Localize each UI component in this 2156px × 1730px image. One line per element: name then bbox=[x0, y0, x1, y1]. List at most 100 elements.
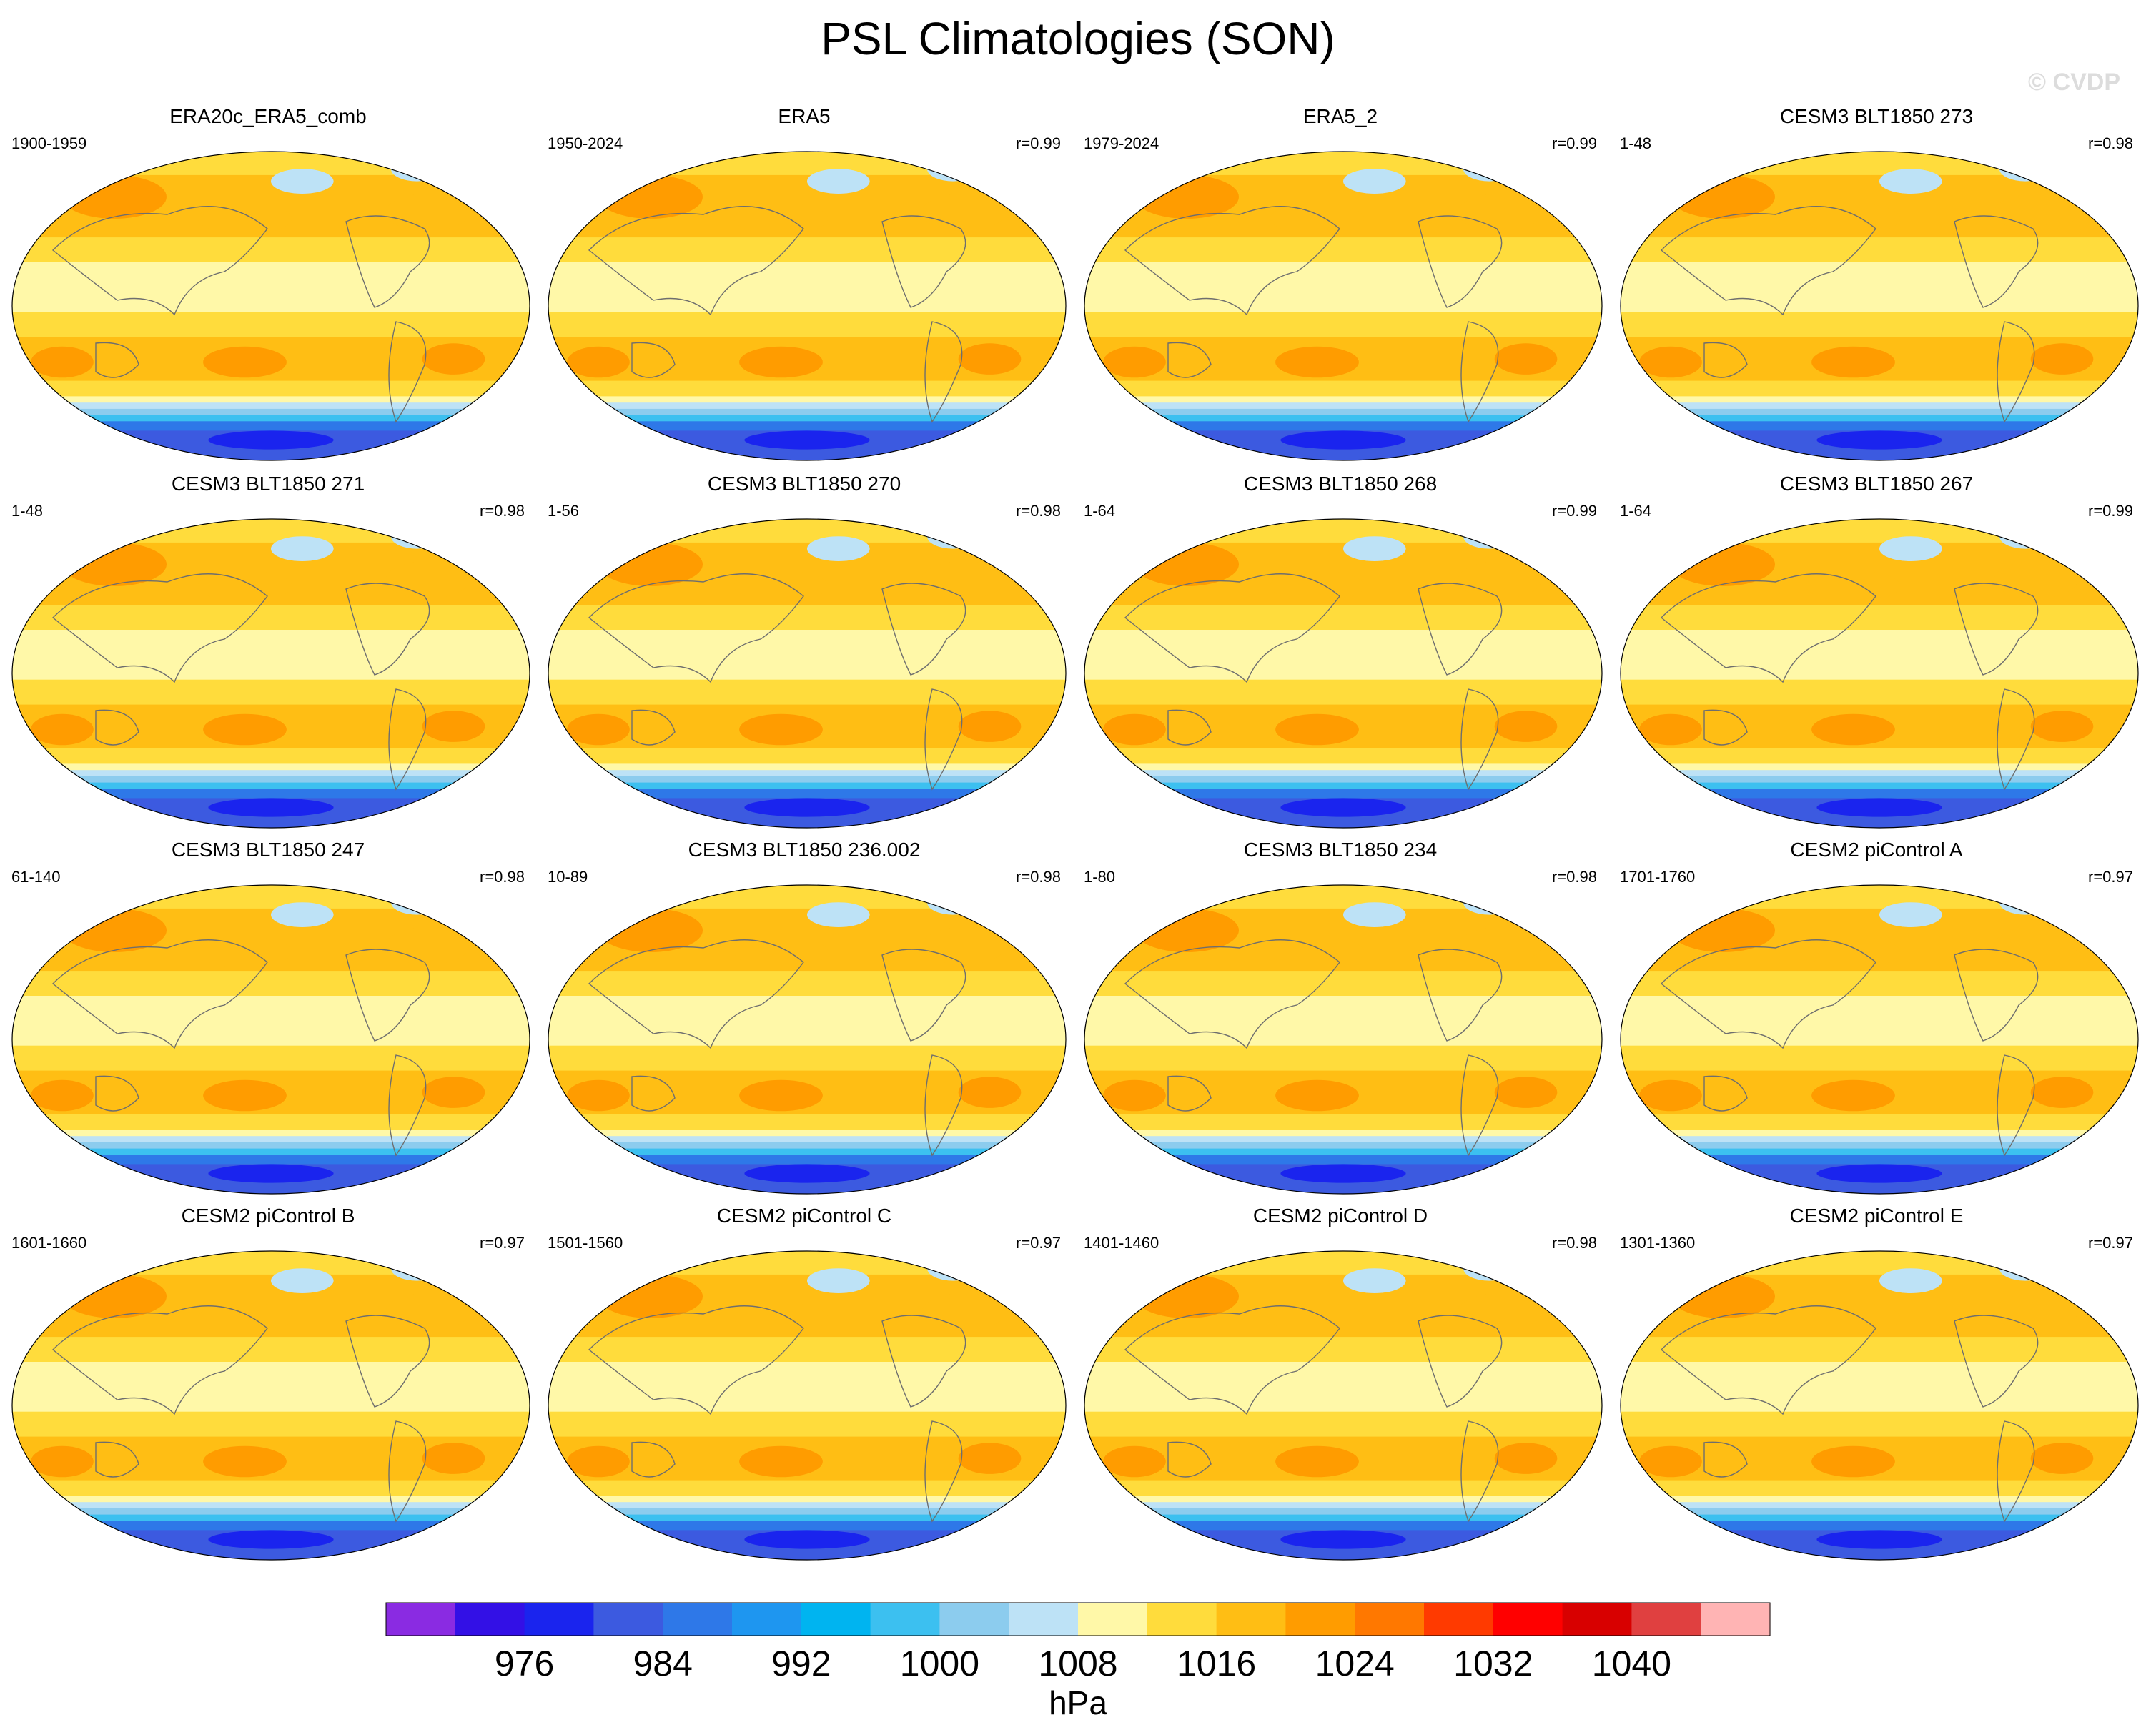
psl-band bbox=[548, 1521, 1066, 1531]
psl-band bbox=[12, 402, 530, 410]
pressure-center bbox=[385, 194, 470, 232]
pressure-center bbox=[921, 561, 1006, 599]
panel-years: 1-48 bbox=[1620, 134, 1652, 152]
coastline bbox=[1703, 342, 1748, 378]
psl-band bbox=[548, 312, 1066, 338]
pressure-center bbox=[203, 1079, 287, 1112]
pressure-center bbox=[926, 156, 979, 182]
psl-band bbox=[12, 262, 530, 313]
panel-correlation: r=0.98 bbox=[480, 868, 525, 886]
psl-band bbox=[548, 1045, 1066, 1072]
psl-band bbox=[548, 885, 1066, 909]
pressure-center bbox=[1463, 889, 1515, 915]
colorbar-swatch bbox=[870, 1603, 940, 1636]
psl-band bbox=[1084, 763, 1602, 771]
psl-band bbox=[1084, 408, 1602, 416]
map-outline bbox=[548, 884, 1067, 1195]
coastline bbox=[588, 1305, 804, 1415]
pressure-center bbox=[1999, 523, 2052, 549]
pressure-center bbox=[385, 1293, 470, 1331]
pressure-center bbox=[197, 570, 292, 602]
pressure-center bbox=[62, 908, 167, 952]
coastline bbox=[51, 573, 268, 683]
pressure-center bbox=[1806, 203, 1901, 234]
panel-title: CESM3 BLT1850 268 bbox=[1243, 473, 1438, 495]
panel-years: 1-64 bbox=[1084, 502, 1116, 520]
psl-band bbox=[1621, 152, 2138, 176]
pressure-center bbox=[744, 1530, 870, 1549]
pressure-center bbox=[197, 936, 292, 968]
pressure-center bbox=[1270, 570, 1365, 602]
pressure-center bbox=[598, 174, 703, 219]
colorbar-tick-label: 1040 bbox=[1592, 1643, 1671, 1684]
pressure-center bbox=[1275, 1079, 1359, 1112]
psl-band bbox=[1621, 1496, 2138, 1503]
colorbar-swatch bbox=[1216, 1603, 1286, 1636]
psl-map bbox=[1084, 1250, 1603, 1561]
panel-years: 1979-2024 bbox=[1084, 134, 1159, 152]
figure-title: PSL Climatologies (SON) bbox=[821, 13, 1335, 64]
psl-band bbox=[1084, 1130, 1602, 1137]
pressure-center bbox=[1458, 1293, 1542, 1331]
panel-years: 1601-1660 bbox=[11, 1234, 87, 1252]
psl-band bbox=[1621, 776, 2138, 784]
coastline bbox=[345, 1315, 430, 1408]
pressure-center bbox=[271, 1268, 334, 1293]
psl-band bbox=[12, 971, 530, 997]
pressure-center bbox=[1280, 430, 1406, 450]
pressure-center bbox=[1134, 908, 1239, 952]
coastline bbox=[1997, 688, 2035, 791]
psl-band bbox=[1621, 408, 2138, 416]
panel-correlation: r=0.98 bbox=[1016, 502, 1061, 520]
psl-band bbox=[1084, 402, 1602, 410]
pressure-center bbox=[1879, 536, 1942, 561]
psl-band bbox=[548, 421, 1066, 431]
panel-correlation: r=0.98 bbox=[1552, 1234, 1597, 1252]
psl-band bbox=[12, 763, 530, 771]
pressure-center bbox=[31, 346, 94, 378]
panel-years: 1-64 bbox=[1620, 502, 1652, 520]
psl-band bbox=[12, 312, 530, 338]
panel-title: CESM3 BLT1850 273 bbox=[1779, 105, 1974, 127]
coastline bbox=[924, 1420, 963, 1523]
panel-correlation: r=0.99 bbox=[2088, 502, 2133, 520]
pressure-center bbox=[1463, 156, 1515, 182]
psl-band bbox=[548, 782, 1066, 789]
pressure-center bbox=[1879, 1268, 1942, 1293]
psl-band bbox=[1084, 380, 1602, 397]
psl-band bbox=[548, 1337, 1066, 1363]
psl-band bbox=[1084, 789, 1602, 799]
pressure-center bbox=[197, 1303, 292, 1334]
psl-band bbox=[12, 1114, 530, 1130]
psl-band bbox=[12, 1508, 530, 1516]
psl-band bbox=[548, 237, 1066, 263]
coastline bbox=[388, 321, 427, 423]
pressure-center bbox=[1994, 1293, 2078, 1331]
colorbar-tick-label: 1000 bbox=[900, 1643, 979, 1684]
pressure-center bbox=[31, 1079, 94, 1112]
pressure-center bbox=[1816, 1164, 1942, 1183]
psl-band bbox=[1621, 1521, 2138, 1531]
panel-title: CESM3 BLT1850 267 bbox=[1779, 473, 1974, 495]
psl-band bbox=[12, 1337, 530, 1363]
colorbar-units: hPa bbox=[1049, 1684, 1107, 1721]
panel-correlation: r=0.99 bbox=[1552, 134, 1597, 152]
colorbar-tick-label: 992 bbox=[771, 1643, 831, 1684]
pressure-center bbox=[1811, 1445, 1895, 1478]
panel-years: 1401-1460 bbox=[1084, 1234, 1159, 1252]
pressure-center bbox=[1270, 1303, 1365, 1334]
panel-years: 1301-1360 bbox=[1620, 1234, 1696, 1252]
pressure-center bbox=[1994, 561, 2078, 599]
psl-band bbox=[1084, 1337, 1602, 1363]
coastline bbox=[95, 342, 139, 378]
coastline bbox=[881, 949, 966, 1042]
coastline bbox=[1418, 583, 1503, 676]
psl-band bbox=[1621, 605, 2138, 631]
colorbar-swatch bbox=[801, 1603, 871, 1636]
pressure-center bbox=[2030, 1077, 2094, 1108]
coastline bbox=[51, 206, 268, 316]
psl-band bbox=[548, 971, 1066, 997]
psl-band bbox=[548, 679, 1066, 706]
psl-band bbox=[1621, 1251, 2138, 1275]
panel-title: CESM3 BLT1850 247 bbox=[171, 839, 365, 861]
